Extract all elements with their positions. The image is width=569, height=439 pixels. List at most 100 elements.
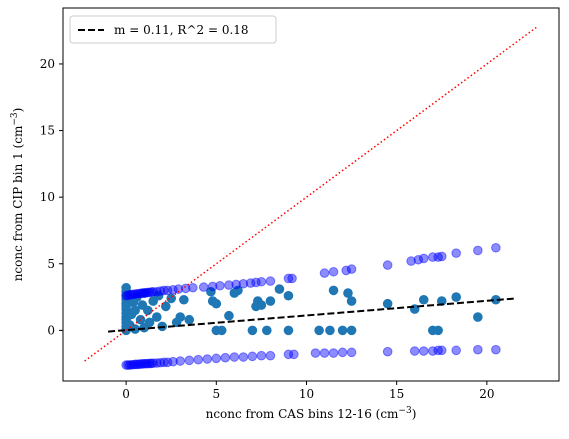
data-point-s1-82 (283, 349, 294, 360)
data-point-s0-43 (233, 285, 243, 296)
one-to-one-line (84, 26, 538, 362)
data-point-s0-57 (343, 288, 353, 298)
data-point-s1-58 (135, 359, 146, 369)
data-point-s0-40 (216, 325, 227, 336)
data-point-s1-50 (121, 360, 131, 370)
data-point-s1-42 (413, 254, 424, 265)
x-tick-label-20: 20 (479, 387, 494, 401)
data-point-s1-54 (128, 359, 139, 370)
data-point-s1-88 (346, 347, 357, 358)
data-point-s0-25 (144, 317, 155, 328)
x-tick-label-15: 15 (389, 387, 404, 401)
data-point-s1-27 (224, 280, 234, 290)
data-point-s0-33 (175, 312, 186, 322)
points-layer (121, 242, 501, 370)
data-point-s1-84 (310, 348, 321, 358)
data-point-s0-60 (382, 298, 393, 309)
data-point-s1-35 (287, 273, 297, 284)
data-point-s1-40 (382, 260, 393, 270)
legend: m = 0.11, R^2 = 0.18 (69, 15, 277, 44)
data-point-s0-47 (256, 300, 267, 310)
data-point-s0-66 (451, 292, 461, 302)
data-point-s1-8 (135, 288, 146, 299)
y-tick-label-10: 10 (40, 190, 55, 204)
data-point-s1-4 (128, 289, 139, 300)
data-point-s1-66 (151, 358, 162, 368)
data-point-s1-41 (406, 256, 416, 266)
data-point-s1-96 (473, 344, 483, 355)
data-point-s1-25 (207, 281, 218, 292)
data-point-s1-5 (130, 289, 140, 299)
data-point-s1-57 (133, 359, 144, 370)
data-point-s1-97 (491, 344, 501, 355)
data-point-s1-20 (168, 284, 178, 295)
legend-box (69, 15, 277, 44)
data-point-s0-34 (179, 294, 189, 305)
data-point-s1-92 (427, 346, 438, 356)
x-axis-label: nconc from CAS bins 12-16 (cm−3) (206, 406, 417, 421)
data-point-s1-39 (346, 264, 357, 274)
data-point-s1-45 (433, 252, 443, 262)
data-point-s1-76 (220, 352, 231, 363)
lines-layer (84, 26, 538, 362)
data-point-s0-49 (265, 296, 276, 306)
data-point-s1-72 (184, 355, 195, 366)
data-point-s1-29 (238, 278, 249, 289)
data-point-s1-81 (265, 350, 276, 361)
data-point-s1-69 (162, 357, 173, 368)
data-point-s1-0 (121, 290, 131, 301)
data-point-s1-2 (124, 290, 135, 300)
data-point-s1-77 (229, 352, 240, 362)
data-point-s0-58 (346, 296, 357, 306)
data-point-s1-9 (137, 288, 148, 298)
data-point-s0-52 (283, 325, 294, 336)
y-tick-label-0: 0 (47, 323, 55, 337)
data-point-s0-56 (337, 325, 348, 336)
data-point-s1-78 (238, 352, 249, 362)
data-point-s1-26 (215, 280, 225, 291)
data-point-s1-46 (436, 251, 447, 262)
data-point-s1-56 (132, 359, 142, 370)
y-tick-label-20: 20 (40, 57, 55, 71)
data-point-s1-61 (141, 358, 151, 369)
data-point-s0-38 (211, 298, 222, 309)
data-point-s0-53 (314, 325, 324, 336)
data-point-s0-62 (418, 294, 429, 305)
data-point-s1-43 (418, 253, 429, 264)
data-point-s0-18 (130, 305, 140, 316)
data-point-s1-63 (144, 358, 155, 369)
data-point-s1-71 (175, 356, 186, 366)
data-point-s1-67 (155, 357, 166, 368)
data-point-s0-44 (247, 325, 258, 336)
data-point-s1-85 (319, 348, 330, 358)
data-point-s1-86 (328, 348, 339, 358)
data-point-s1-89 (382, 346, 393, 357)
data-point-s0-64 (433, 325, 443, 336)
plot-frame (62, 7, 560, 382)
data-point-s1-21 (173, 284, 184, 294)
data-point-s1-38 (341, 265, 351, 276)
data-point-s1-53 (126, 359, 137, 370)
data-point-s1-87 (337, 347, 348, 358)
data-point-s1-44 (427, 252, 438, 262)
data-point-s1-17 (155, 286, 166, 296)
data-point-s1-51 (123, 360, 133, 370)
data-point-s1-59 (137, 359, 148, 369)
data-point-s0-36 (206, 286, 216, 297)
data-point-s1-34 (283, 273, 294, 284)
data-point-s1-52 (124, 360, 135, 370)
data-point-s1-70 (168, 356, 178, 367)
y-axis-label: nconc from CIP bin 1 (cm−3) (10, 108, 25, 282)
data-point-s1-49 (491, 242, 501, 253)
data-point-s1-60 (139, 358, 149, 369)
data-point-s1-68 (159, 357, 169, 368)
data-point-s0-27 (151, 312, 162, 322)
data-point-s1-64 (146, 358, 157, 369)
data-point-s1-13 (144, 287, 155, 298)
data-point-s0-41 (224, 310, 234, 321)
data-point-s1-19 (162, 285, 173, 296)
data-point-s1-37 (328, 266, 339, 277)
data-point-s1-73 (193, 354, 204, 365)
data-point-s1-79 (247, 351, 258, 362)
x-tick-label-10: 10 (299, 387, 314, 401)
